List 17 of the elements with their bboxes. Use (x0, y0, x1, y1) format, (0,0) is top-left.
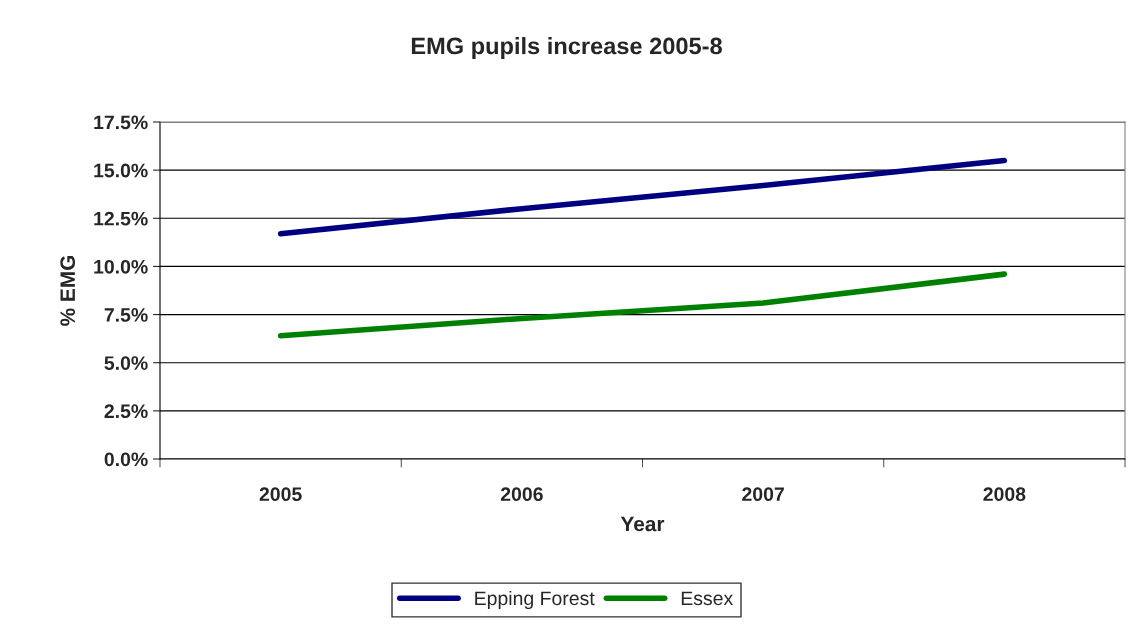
y-tick-label: 10.0% (94, 259, 148, 274)
legend-label: Essex (681, 591, 734, 606)
x-tick-label: 2007 (742, 487, 784, 502)
y-tick-label: 0.0% (104, 452, 148, 467)
y-tick-label: 7.5% (104, 308, 148, 322)
legend-label: Epping Forest (475, 590, 595, 610)
x-tick-label: 2008 (983, 487, 1026, 502)
x-axis-title: Year (620, 516, 665, 532)
y-tick-label: 12.5% (94, 211, 148, 226)
y-tick-label: 5.0% (104, 356, 148, 370)
x-tick-label: 2006 (500, 487, 543, 502)
x-tick-label: 2005 (259, 487, 302, 502)
y-axis-title: % EMG (60, 255, 76, 326)
y-tick-label: 15.0% (94, 163, 148, 178)
y-tick-label: 17.5% (94, 115, 148, 130)
y-tick-label: 2.5% (104, 404, 148, 419)
chart-title: EMG pupils increase 2005-8 (411, 37, 722, 59)
